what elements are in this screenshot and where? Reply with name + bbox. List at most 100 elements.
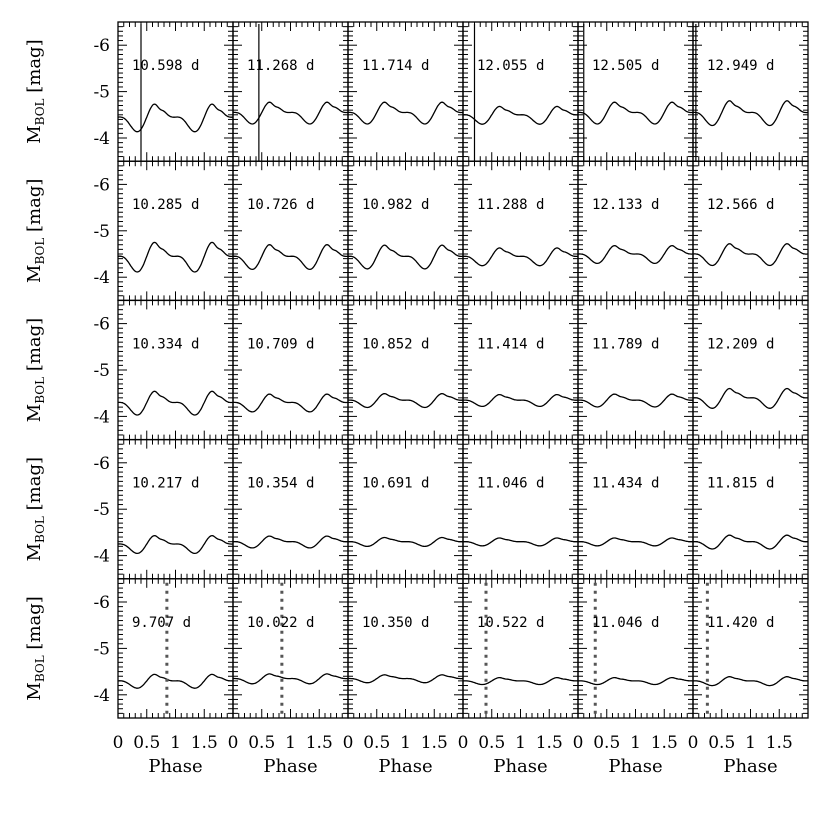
panel-frame — [117, 160, 234, 302]
light-curve-line — [463, 537, 578, 547]
panel-frame — [232, 21, 349, 162]
y-tick-label: -4 — [93, 407, 110, 427]
period-label: 10.691 d — [362, 476, 429, 492]
y-axis-label: MBOL [mag] — [24, 318, 47, 422]
period-label: 10.285 d — [132, 197, 199, 213]
x-tick-label: 0.5 — [363, 733, 390, 753]
light-curve-line — [577, 393, 693, 408]
panel-frame — [577, 438, 694, 580]
panel-frame — [117, 299, 234, 441]
y-tick-label: -6 — [93, 36, 110, 56]
period-label: 9.707 d — [132, 615, 191, 631]
light-curve-line — [232, 393, 348, 413]
panel-frame — [232, 578, 349, 719]
x-tick-label: 0 — [688, 733, 699, 753]
panel-frame — [117, 438, 234, 580]
period-label: 10.726 d — [247, 197, 314, 213]
panel-frame — [462, 299, 579, 441]
period-label: 10.709 d — [247, 336, 314, 352]
x-axis-label: Phase — [493, 756, 547, 777]
x-tick-label: 1 — [400, 733, 411, 753]
light-curve-line — [118, 103, 234, 133]
period-label: 10.022 d — [247, 615, 314, 631]
light-curve-line — [348, 536, 463, 548]
light-curve-line — [347, 392, 463, 409]
period-label: 11.815 d — [707, 476, 774, 492]
panel-frame — [117, 21, 234, 162]
period-label: 10.217 d — [132, 476, 199, 492]
period-label: 12.566 d — [707, 197, 774, 213]
y-axis-label: MBOL [mag] — [24, 39, 47, 143]
period-label: 10.354 d — [247, 476, 314, 492]
period-label: 10.852 d — [362, 336, 429, 352]
period-label: 11.714 d — [362, 58, 429, 74]
light-curve-line — [693, 534, 808, 550]
x-tick-label: 1 — [170, 733, 181, 753]
y-tick-label: -5 — [93, 639, 110, 659]
light-curve-line — [693, 243, 808, 267]
light-curve-line — [117, 390, 233, 416]
y-tick-label: -6 — [93, 454, 110, 474]
y-tick-label: -4 — [93, 268, 110, 288]
period-label: 12.055 d — [477, 58, 544, 74]
panel-frame — [577, 299, 694, 441]
light-curve-line — [118, 673, 233, 689]
light-curve-line — [233, 244, 349, 271]
period-label: 10.350 d — [362, 615, 429, 631]
y-tick-label: -5 — [93, 361, 110, 381]
panel-frame — [692, 438, 809, 580]
panel-frame — [347, 578, 464, 719]
panel-frame — [692, 160, 809, 302]
x-tick-label: 0.5 — [248, 733, 275, 753]
y-tick-label: -4 — [93, 686, 110, 706]
period-label: 10.982 d — [362, 197, 429, 213]
panel-frame — [117, 578, 234, 719]
light-curve-line — [347, 674, 463, 684]
light-curve-line — [232, 673, 348, 685]
y-tick-label: -5 — [93, 222, 110, 242]
panel-frame — [462, 438, 579, 580]
panel-frame — [692, 21, 809, 162]
x-tick-label: 1 — [285, 733, 296, 753]
x-tick-label: 1 — [515, 733, 526, 753]
panel-frame — [577, 160, 694, 302]
y-tick-label: -5 — [93, 83, 110, 103]
x-tick-label: 0.5 — [478, 733, 505, 753]
period-label: 11.046 d — [477, 476, 544, 492]
x-tick-label: 1.5 — [651, 733, 678, 753]
light-curve-line — [118, 241, 234, 273]
y-tick-label: -4 — [93, 547, 110, 567]
light-curve-line — [233, 535, 348, 549]
light-curve-line — [463, 676, 578, 686]
y-axis-label: MBOL [mag] — [24, 457, 47, 561]
panel-frame — [347, 160, 464, 302]
panel-frame — [692, 299, 809, 441]
panel-frame — [577, 21, 694, 162]
x-tick-label: 1.5 — [766, 733, 793, 753]
period-label: 11.268 d — [247, 58, 314, 74]
panel-frame — [232, 160, 349, 302]
x-tick-label: 1 — [745, 733, 756, 753]
y-tick-label: -6 — [93, 315, 110, 335]
x-tick-label: 0 — [228, 733, 239, 753]
period-label: 12.949 d — [707, 58, 774, 74]
light-curve-line — [463, 105, 578, 125]
x-axis-label: Phase — [148, 756, 202, 777]
y-axis-label: MBOL [mag] — [24, 179, 47, 283]
panel-frame — [347, 21, 464, 162]
x-tick-label: 0 — [458, 733, 469, 753]
x-axis-label: Phase — [608, 756, 662, 777]
x-tick-label: 0 — [113, 733, 124, 753]
y-tick-label: -6 — [93, 593, 110, 613]
light-curve-line — [578, 537, 693, 547]
light-curve-line — [348, 244, 464, 270]
panel-frame — [347, 299, 464, 441]
period-label: 11.434 d — [592, 476, 659, 492]
x-tick-label: 1.5 — [536, 733, 563, 753]
y-tick-label: -5 — [93, 500, 110, 520]
x-tick-label: 0 — [343, 733, 354, 753]
period-label: 10.598 d — [132, 58, 199, 74]
y-axis-label: MBOL [mag] — [24, 596, 47, 700]
light-curve-line — [462, 393, 578, 408]
